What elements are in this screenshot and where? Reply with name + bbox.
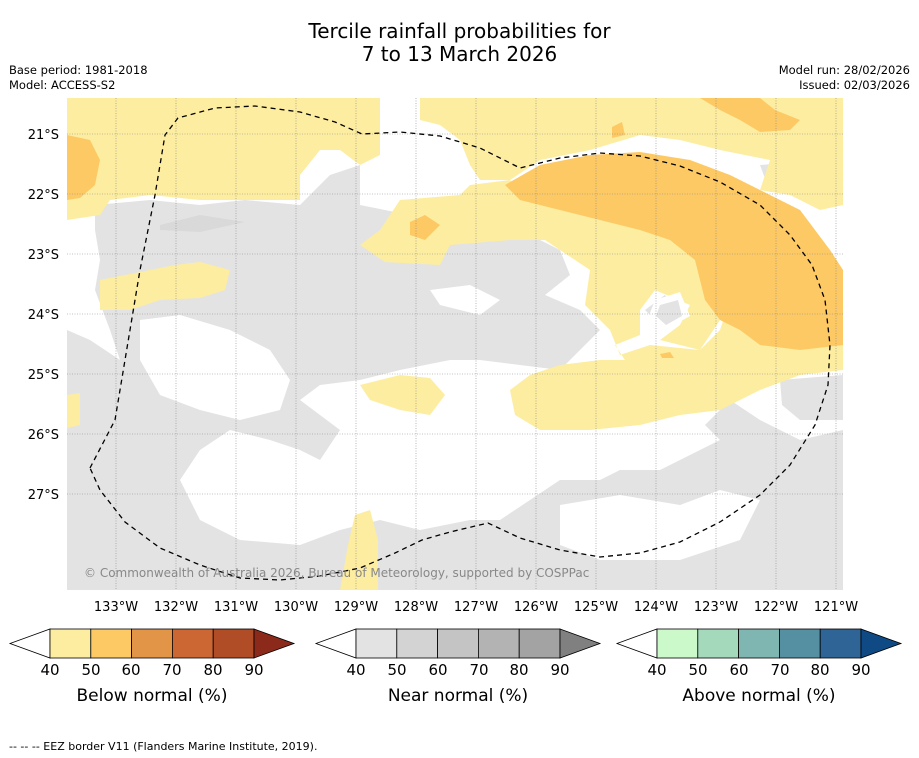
colorbar-tick: 80 xyxy=(810,661,830,679)
colorbar-swatch xyxy=(738,628,780,659)
meta-left: Base period: 1981-2018 Model: ACCESS-S2 xyxy=(9,63,148,93)
colorbar-swatch xyxy=(49,628,92,659)
colorbar-tick: 40 xyxy=(346,661,366,679)
lat-label: 23°S xyxy=(28,248,59,263)
lon-label: 122°W xyxy=(754,600,798,615)
issued-date: Issued: 02/03/2026 xyxy=(799,78,910,92)
colorbar-swatch xyxy=(779,628,821,659)
colorbar-tick: 60 xyxy=(121,661,141,679)
lat-label: 24°S xyxy=(28,308,59,323)
colorbar-swatch xyxy=(819,628,862,659)
lon-label: 130°W xyxy=(274,600,318,615)
colorbar-swatch xyxy=(355,628,398,659)
model-run: Model run: 28/02/2026 xyxy=(778,63,910,77)
map-title: Tercile rainfall probabilities for 7 to … xyxy=(0,20,919,66)
colorbar-swatch xyxy=(656,628,699,659)
colorbar-swatch xyxy=(212,628,255,659)
colorbar-swatch xyxy=(131,628,173,659)
colorbar-above-normal xyxy=(615,628,903,659)
meta-right: Model run: 28/02/2026 Issued: 02/03/2026 xyxy=(779,63,910,93)
colorbar-extend-high xyxy=(860,628,903,659)
colorbar-tick: 80 xyxy=(509,661,529,679)
latitude-labels: 21°S 22°S 23°S 24°S 25°S 26°S 27°S xyxy=(28,128,59,503)
colorbar-tick: 90 xyxy=(244,661,264,679)
lon-label: 128°W xyxy=(394,600,438,615)
lon-label: 124°W xyxy=(634,600,678,615)
map-area: © Commonwealth of Australia 2026, Bureau… xyxy=(67,98,843,590)
colorbar-swatch xyxy=(396,628,438,659)
colorbar-extend-high xyxy=(559,628,602,659)
colorbar-tick: 60 xyxy=(428,661,448,679)
colorbar-extend-low xyxy=(615,628,658,659)
lon-label: 126°W xyxy=(514,600,558,615)
colorbar-tick: 40 xyxy=(647,661,667,679)
copyright-text: © Commonwealth of Australia 2026, Bureau… xyxy=(84,566,589,580)
lon-label: 131°W xyxy=(214,600,258,615)
lon-label: 121°W xyxy=(814,600,858,615)
lon-label: 125°W xyxy=(574,600,618,615)
lat-label: 22°S xyxy=(28,188,59,203)
colorbar-near-normal xyxy=(314,628,602,659)
colorbar-tick: 50 xyxy=(688,661,708,679)
title-line1: Tercile rainfall probabilities for xyxy=(308,19,611,43)
colorbar-tick: 70 xyxy=(770,661,790,679)
colorbar-tick: 50 xyxy=(81,661,101,679)
lon-label: 127°W xyxy=(454,600,498,615)
colorbar-extend-low xyxy=(314,628,357,659)
colorbar-tick: 40 xyxy=(40,661,60,679)
lat-label: 21°S xyxy=(28,128,59,143)
colorbar-tick: 90 xyxy=(851,661,871,679)
colorbar-extend-low xyxy=(8,628,51,659)
colorbar-tick: 70 xyxy=(469,661,489,679)
lon-label: 123°W xyxy=(694,600,738,615)
base-period: Base period: 1981-2018 xyxy=(9,63,148,77)
colorbar-tick: 80 xyxy=(203,661,223,679)
colorbar-title: Above normal (%) xyxy=(682,686,836,706)
colorbar-swatch xyxy=(518,628,561,659)
below-normal-60-fill xyxy=(67,98,843,358)
longitude-gridlines xyxy=(115,98,837,590)
eez-footnote: -- -- -- EEZ border V11 (Flanders Marine… xyxy=(9,740,318,753)
lat-label: 26°S xyxy=(28,428,59,443)
eez-border xyxy=(89,105,831,581)
colorbar-extend-high xyxy=(253,628,296,659)
title-line2: 7 to 13 March 2026 xyxy=(361,42,558,66)
colorbar-swatch xyxy=(477,628,520,659)
colorbar-tick: 90 xyxy=(550,661,570,679)
model-name: Model: ACCESS-S2 xyxy=(9,78,116,92)
below-normal-50-fill xyxy=(67,98,843,590)
colorbar-title: Near normal (%) xyxy=(387,686,529,706)
colorbar-below-normal xyxy=(8,628,296,659)
colorbar-swatch xyxy=(90,628,133,659)
colorbar-swatch xyxy=(437,628,479,659)
colorbar-tick: 70 xyxy=(162,661,182,679)
colorbar-swatch xyxy=(171,628,214,659)
colorbar-tick: 60 xyxy=(729,661,749,679)
lon-label: 133°W xyxy=(94,600,138,615)
longitude-labels: 133°W 132°W 131°W 130°W 129°W 128°W 127°… xyxy=(94,600,858,615)
lon-label: 129°W xyxy=(334,600,378,615)
colorbar-title: Below normal (%) xyxy=(76,686,228,706)
lat-label: 27°S xyxy=(28,488,59,503)
colorbar-tick: 50 xyxy=(387,661,407,679)
lat-label: 25°S xyxy=(28,368,59,383)
colorbar-swatch xyxy=(697,628,739,659)
lon-label: 132°W xyxy=(154,600,198,615)
latitude-gridlines xyxy=(67,133,843,495)
